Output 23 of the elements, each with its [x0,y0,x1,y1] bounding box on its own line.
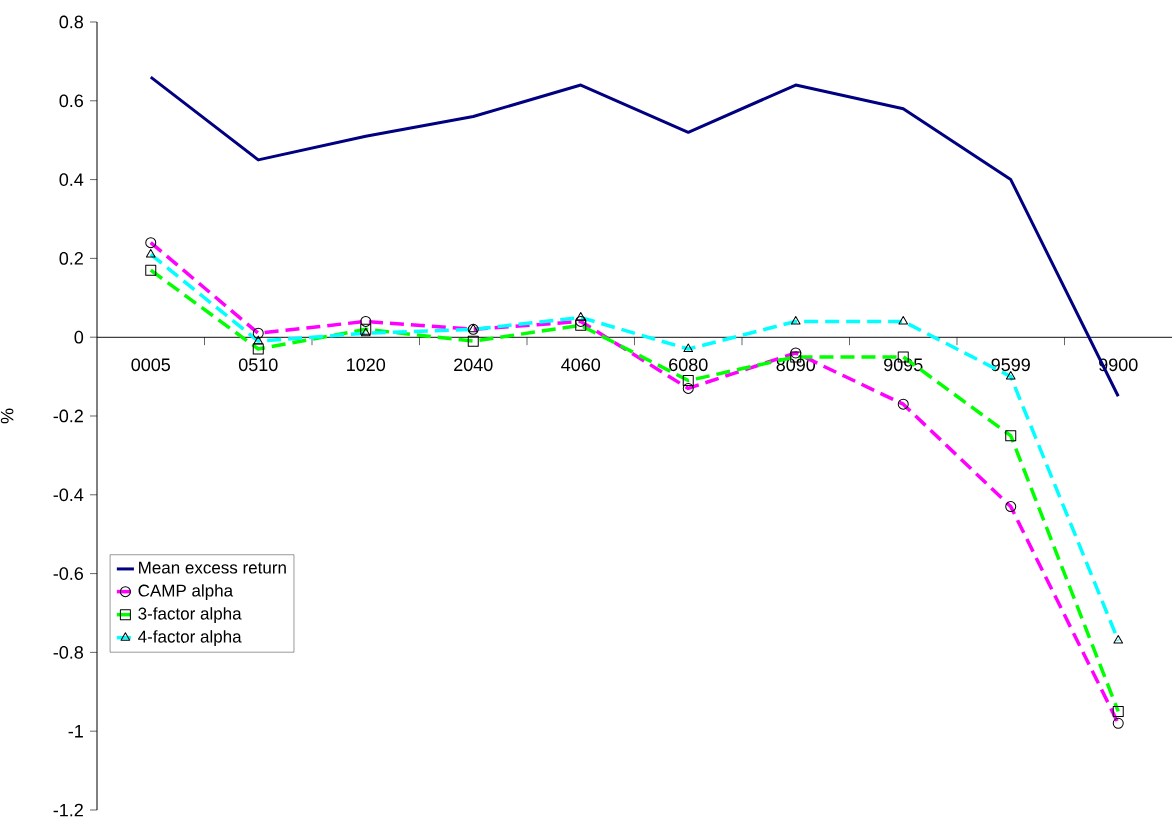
y-tick-label: 0.2 [59,252,83,265]
x-tick-label: 6080 [669,358,708,372]
legend-label: CAMP alpha [138,584,234,600]
x-tick-label: 0005 [131,358,171,372]
y-tick-label: 0 [74,330,84,344]
legend-label: Mean excess return [139,561,286,574]
y-tick-label: -1 [68,724,83,738]
x-tick-label: 9599 [991,358,1030,372]
x-tick-label: 2040 [454,358,493,372]
y-axis-title: % [0,408,14,424]
y-tick-label: -0.6 [53,567,84,580]
y-tick-label: 0.6 [59,94,84,108]
legend-label: 4-factor alpha [138,630,242,647]
y-tick-label: -0.4 [53,488,84,502]
x-tick-label: 4060 [561,358,601,372]
x-tick-label: 0510 [238,358,278,372]
y-tick-label: -0.2 [53,409,83,423]
legend-label: 3-factor alpha [138,607,242,623]
y-tick-label: -1.2 [53,803,83,817]
y-tick-label: -0.8 [53,646,84,659]
y-tick-label: 0.8 [59,15,84,29]
y-tick-label: 0.4 [59,173,84,186]
x-tick-label: 1020 [347,358,386,372]
